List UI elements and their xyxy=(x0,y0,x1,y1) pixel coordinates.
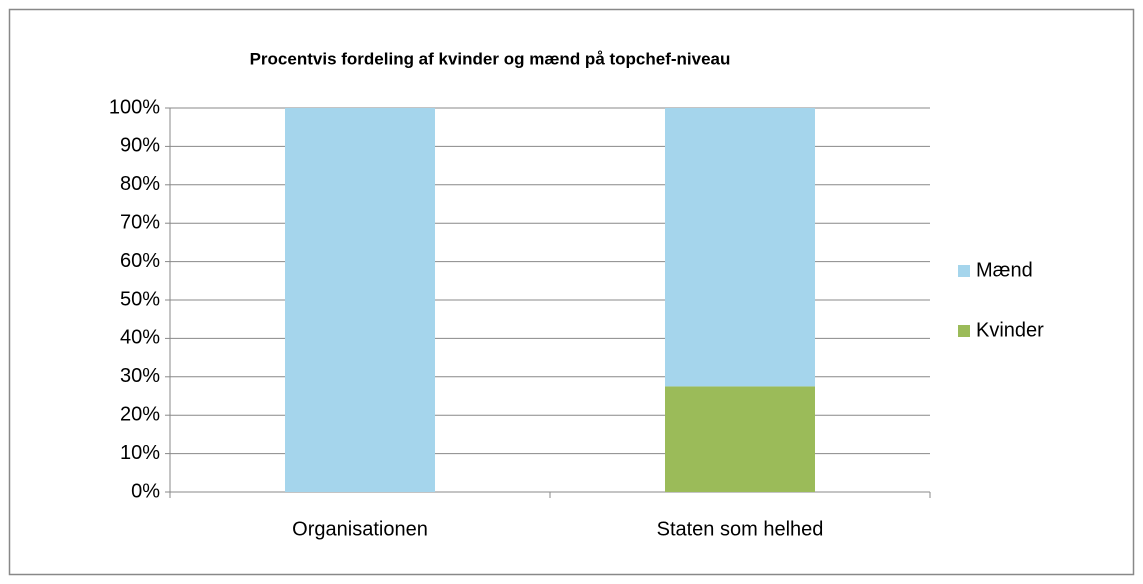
bar-segment xyxy=(285,108,435,492)
y-tick-label: 60% xyxy=(120,250,160,272)
legend-swatch xyxy=(958,325,970,337)
y-tick-label: 50% xyxy=(120,288,160,310)
legend-label: Kvinder xyxy=(976,319,1044,341)
legend-label: Mænd xyxy=(976,259,1033,281)
bar-segment xyxy=(665,386,815,492)
x-tick-label: Organisationen xyxy=(292,518,428,540)
y-tick-label: 20% xyxy=(120,403,160,425)
y-tick-label: 90% xyxy=(120,135,160,157)
x-tick-label: Staten som helhed xyxy=(657,518,824,540)
chart-frame xyxy=(8,8,1135,576)
bar-segment xyxy=(665,108,815,387)
legend-swatch xyxy=(958,265,970,277)
y-tick-label: 100% xyxy=(109,96,160,118)
y-tick-label: 70% xyxy=(120,211,160,233)
y-tick-label: 30% xyxy=(120,365,160,387)
y-tick-label: 10% xyxy=(120,442,160,464)
y-tick-label: 80% xyxy=(120,173,160,195)
chart-title: Procentvis fordeling af kvinder og mænd … xyxy=(250,49,731,68)
y-tick-label: 40% xyxy=(120,327,160,349)
y-tick-label: 0% xyxy=(131,480,160,502)
